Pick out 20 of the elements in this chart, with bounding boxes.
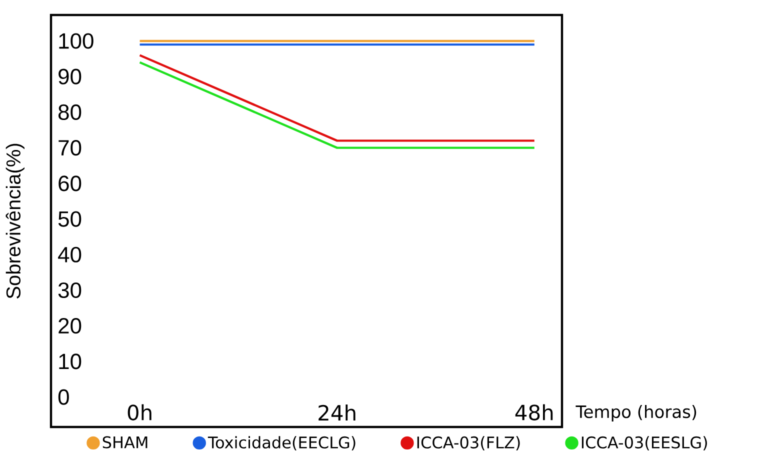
y-tick-label: 100 — [59, 33, 94, 49]
y-tick-label: 0 — [58, 389, 69, 405]
y-tick-label: 40 — [58, 246, 82, 262]
y-tick-label: 70 — [58, 140, 82, 156]
x-tick-label: 48h — [515, 404, 553, 420]
legend-label: Toxicidade(EECLG) — [208, 436, 356, 450]
legend-label: ICCA-03(FLZ) — [417, 436, 520, 450]
y-tick-label: 80 — [58, 104, 82, 120]
y-tick-label: 30 — [58, 282, 82, 298]
legend-label: SHAM — [102, 436, 148, 448]
x-tick-label: 0h — [128, 404, 152, 420]
y-tick-label: 50 — [58, 211, 82, 227]
x-tick-label: 24h — [318, 404, 356, 420]
y-tick-label: 10 — [59, 354, 82, 370]
y-tick-label: 90 — [58, 68, 82, 84]
x-axis-title: Tempo (horas) — [576, 404, 696, 422]
y-tick-label: 20 — [58, 318, 82, 334]
y-tick-label: 60 — [58, 176, 82, 192]
legend-label: ICCA-03(EESLG) — [582, 436, 707, 450]
y-axis-title: Sobrevivência(%) — [6, 144, 24, 298]
